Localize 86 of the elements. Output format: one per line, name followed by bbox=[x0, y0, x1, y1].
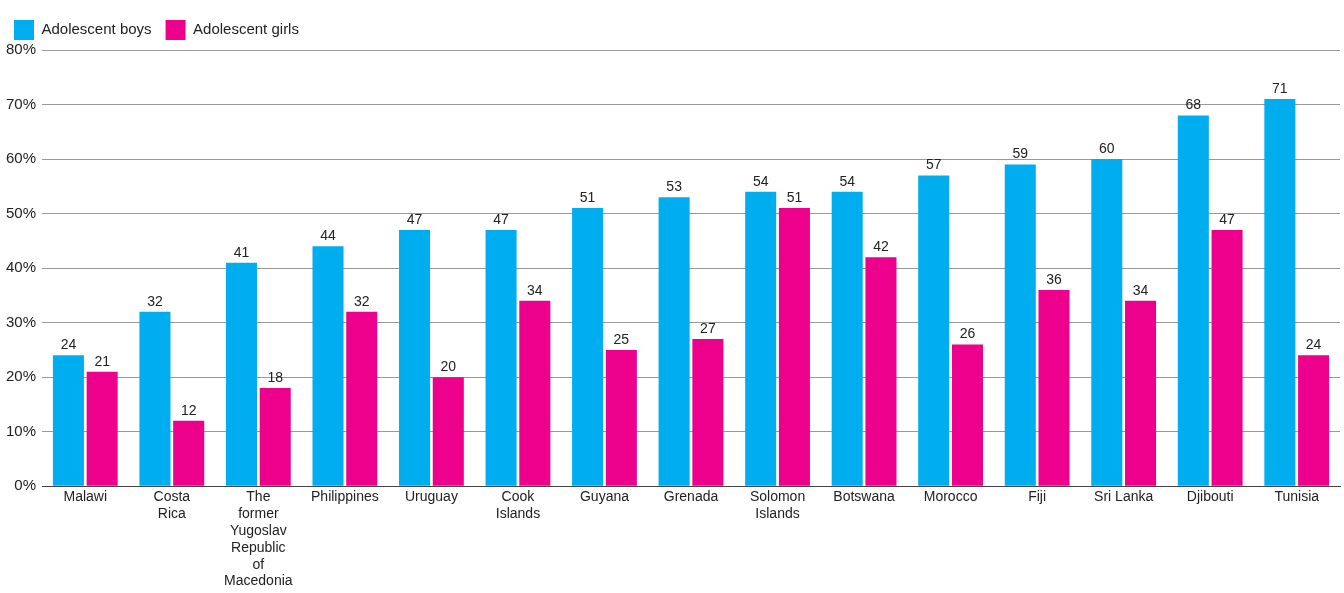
data-label: 47 bbox=[493, 210, 510, 227]
bar bbox=[225, 262, 257, 486]
legend-label: Adolescent girls bbox=[193, 20, 299, 38]
y-tick-label: 70% bbox=[5, 94, 37, 112]
x-tick-label: Malawi bbox=[63, 488, 108, 505]
bar bbox=[658, 197, 690, 486]
x-tick-label: Morocco bbox=[923, 488, 978, 505]
bar bbox=[951, 344, 983, 486]
data-label: 32 bbox=[353, 292, 370, 309]
bar bbox=[572, 208, 604, 486]
x-tick-label: Uruguay bbox=[404, 488, 458, 505]
bar bbox=[86, 371, 118, 486]
bar bbox=[605, 349, 637, 486]
y-tick-label: 20% bbox=[5, 367, 37, 385]
data-label: 26 bbox=[959, 325, 976, 342]
data-label: 21 bbox=[94, 352, 111, 369]
data-label: 47 bbox=[1219, 210, 1236, 227]
x-tick-label: Guyana bbox=[579, 488, 630, 505]
data-label: 57 bbox=[925, 156, 942, 173]
bar bbox=[173, 420, 205, 486]
bar bbox=[312, 246, 344, 486]
data-label: 42 bbox=[873, 238, 889, 255]
x-tick-label: Djibouti bbox=[1186, 488, 1234, 505]
bar bbox=[259, 388, 291, 486]
data-label: 36 bbox=[1046, 270, 1063, 287]
bar bbox=[1038, 289, 1070, 486]
bar bbox=[831, 191, 863, 486]
bar bbox=[778, 208, 810, 486]
bar bbox=[692, 338, 724, 486]
bar bbox=[52, 355, 84, 486]
bar bbox=[399, 229, 431, 486]
data-label: 53 bbox=[666, 178, 683, 195]
x-tick-label: Solomon Islands bbox=[749, 488, 806, 522]
y-tick-label: 30% bbox=[5, 312, 37, 330]
x-tick-label: Fiji bbox=[1028, 488, 1047, 505]
y-tick-label: 50% bbox=[5, 203, 37, 221]
data-label: 12 bbox=[180, 401, 197, 418]
bar bbox=[485, 229, 517, 486]
x-tick-label: Tunisia bbox=[1274, 488, 1320, 505]
x-tick-label: Botswana bbox=[833, 488, 896, 505]
bar bbox=[139, 311, 171, 486]
bar bbox=[1211, 229, 1243, 486]
bar bbox=[1091, 159, 1123, 486]
data-label: 60 bbox=[1099, 139, 1115, 156]
data-label: 41 bbox=[233, 243, 250, 260]
bar bbox=[1125, 300, 1157, 486]
data-label: 18 bbox=[267, 368, 284, 385]
data-label: 32 bbox=[147, 292, 163, 309]
data-label: 25 bbox=[613, 330, 630, 347]
data-label: 51 bbox=[786, 188, 803, 205]
data-label: 34 bbox=[527, 281, 543, 298]
data-label: 68 bbox=[1185, 96, 1202, 113]
bar bbox=[918, 175, 950, 486]
x-tick-label: Sri Lanka bbox=[1094, 488, 1154, 505]
bar bbox=[1264, 99, 1296, 486]
x-tick-label: The former Yugoslav Republic of Macedonia bbox=[224, 488, 293, 589]
data-label: 54 bbox=[752, 172, 769, 189]
y-tick-label: 0% bbox=[14, 476, 37, 494]
data-label: 27 bbox=[700, 319, 716, 336]
y-tick-label: 10% bbox=[5, 421, 37, 439]
bar bbox=[1177, 115, 1209, 486]
data-label: 20 bbox=[440, 358, 457, 375]
bar bbox=[865, 257, 897, 486]
y-tick-label: 60% bbox=[5, 149, 37, 167]
data-label: 24 bbox=[60, 336, 77, 353]
x-tick-label: Cook Islands bbox=[495, 488, 541, 522]
data-label: 71 bbox=[1272, 79, 1288, 96]
bar bbox=[519, 300, 551, 486]
data-label: 59 bbox=[1012, 145, 1029, 162]
data-label: 51 bbox=[579, 188, 596, 205]
bar bbox=[745, 191, 777, 486]
data-label: 54 bbox=[839, 172, 856, 189]
bar bbox=[1004, 164, 1036, 486]
bar bbox=[1298, 355, 1330, 486]
x-tick-label: Philippines bbox=[311, 488, 379, 505]
x-tick-label: Costa Rica bbox=[153, 488, 191, 522]
data-label: 44 bbox=[320, 227, 337, 244]
y-tick-label: 80% bbox=[5, 40, 37, 58]
data-label: 24 bbox=[1305, 336, 1322, 353]
bar bbox=[346, 311, 378, 486]
bar bbox=[432, 377, 464, 486]
data-label: 34 bbox=[1132, 281, 1149, 298]
legend-label: Adolescent boys bbox=[41, 20, 152, 38]
y-tick-label: 40% bbox=[5, 258, 37, 276]
x-tick-label: Grenada bbox=[663, 488, 719, 505]
data-label: 47 bbox=[406, 210, 423, 227]
